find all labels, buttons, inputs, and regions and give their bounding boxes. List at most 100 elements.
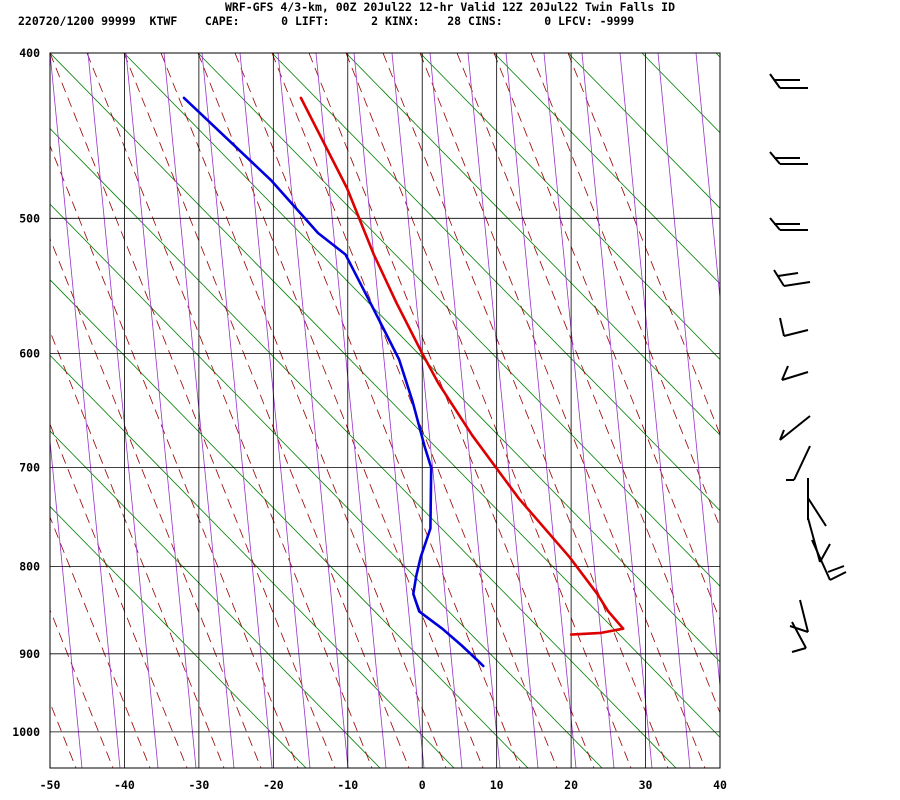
mixing-ratio-line: [391, 53, 463, 768]
mixing-ratio-line: [619, 53, 691, 768]
x-tick-label: 30: [639, 778, 653, 792]
moist-adiabat: [123, 53, 410, 768]
dry-adiabat: [50, 203, 603, 768]
moist-adiabat: [234, 53, 521, 768]
x-tick-label: -10: [337, 778, 358, 792]
moist-adiabat: [456, 53, 720, 714]
wind-barb-staff: [773, 269, 785, 287]
moist-adiabat: [50, 144, 299, 768]
moist-adiabat: [50, 330, 225, 768]
moist-adiabat: [308, 53, 595, 768]
dry-adiabat: [641, 53, 720, 134]
wind-barb-flag: [783, 281, 811, 287]
dry-adiabat: [197, 53, 720, 587]
temperature-profile: [299, 96, 625, 636]
moist-adiabat: [567, 53, 720, 436]
wind-barb-flag: [789, 625, 809, 633]
dry-adiabat: [567, 53, 720, 209]
wind-barb: [786, 445, 811, 481]
wind-barb: [779, 317, 809, 337]
chart-title: WRF-GFS 4/3-km, 00Z 20Jul22 12-hr Valid …: [225, 0, 675, 14]
thermodynamic-background: [50, 53, 900, 768]
mixing-ratio-line: [657, 53, 720, 691]
mixing-ratio-line: [239, 53, 311, 768]
wind-barb: [791, 621, 807, 653]
x-tick-label: -50: [40, 778, 61, 792]
y-tick-label: 600: [19, 346, 40, 360]
wind-barb: [773, 269, 811, 287]
mixing-ratio-line: [734, 53, 804, 768]
wind-barb-staff: [793, 445, 811, 481]
dry-adiabat: [715, 53, 720, 58]
y-tick-label: 500: [19, 211, 40, 225]
moist-adiabat: [530, 53, 720, 529]
wind-barb-flag: [819, 543, 831, 563]
mixing-ratio-line: [50, 53, 121, 768]
y-tick-label: 800: [19, 560, 40, 574]
dry-adiabat: [50, 279, 529, 768]
y-tick-label: 900: [19, 647, 40, 661]
x-tick-label: 0: [419, 778, 426, 792]
wind-barb-flag: [791, 647, 807, 653]
dry-adiabat: [50, 53, 720, 738]
dry-adiabat: [790, 53, 900, 768]
wind-barb-staff: [791, 621, 807, 649]
wind-barb-staff: [779, 415, 811, 441]
wind-barb-flag: [827, 565, 845, 573]
mixing-ratio-line: [581, 53, 653, 768]
moist-adiabat: [50, 53, 336, 768]
chart-subtitle: 220720/1200 99999 KTWF CAPE: 0 LIFT: 2 K…: [18, 14, 634, 28]
wind-barb: [807, 478, 827, 527]
moist-adiabat: [50, 423, 188, 768]
dry-adiabat: [493, 53, 720, 285]
wind-barb-flag: [783, 329, 809, 337]
mixing-ratio-line: [50, 437, 83, 768]
x-tick-label: -20: [263, 778, 284, 792]
wind-barb-flag: [779, 429, 785, 441]
x-tick-label: -40: [114, 778, 135, 792]
dry-adiabat: [50, 505, 307, 768]
wind-barb: [781, 365, 809, 381]
wind-barb-staff: [781, 365, 789, 381]
wind-barb: [779, 415, 811, 441]
wind-barb-staff: [811, 539, 831, 581]
mixing-ratio-line: [505, 53, 577, 768]
mixing-ratio-line: [772, 53, 842, 768]
moist-adiabat: [419, 53, 706, 768]
grid-lines: [49, 52, 721, 768]
mixing-ratio-line: [467, 53, 539, 768]
moist-adiabat: [160, 53, 447, 768]
mixing-ratio-line: [87, 53, 159, 768]
moist-adiabat: [493, 53, 720, 622]
moist-adiabat: [50, 516, 151, 768]
dry-adiabat: [50, 128, 677, 768]
x-tick-label: 10: [490, 778, 504, 792]
moist-adiabat: [50, 237, 262, 768]
x-tick-label: 40: [713, 778, 727, 792]
wind-barb-staff: [779, 317, 785, 337]
mixing-ratio-line: [429, 53, 501, 768]
plot-frame: [49, 52, 721, 769]
x-tick-label: 20: [564, 778, 578, 792]
wind-barb-flag: [781, 371, 809, 381]
dry-adiabat: [864, 53, 900, 768]
wind-barb: [769, 151, 808, 165]
x-tick-label: -30: [188, 778, 209, 792]
wind-barb-flag: [829, 571, 847, 581]
dry-adiabat: [271, 53, 720, 512]
dry-adiabat: [419, 53, 720, 361]
wind-barb-staff: [799, 599, 809, 633]
y-tick-label: 700: [19, 461, 40, 475]
wind-barb: [769, 217, 808, 231]
y-tick-label: 400: [19, 46, 40, 60]
y-tick-label: 1000: [12, 725, 40, 739]
dewpoint-profile: [182, 96, 485, 668]
wind-barb: [811, 539, 847, 581]
mixing-ratio-line: [810, 53, 880, 768]
moist-adiabat: [197, 53, 484, 768]
mixing-ratio-line: [695, 53, 720, 303]
wind-barbs: [769, 73, 847, 653]
moist-adiabat: [50, 608, 114, 768]
y-axis-ticks: 400 500 600 700 800 900 1000: [12, 46, 40, 739]
